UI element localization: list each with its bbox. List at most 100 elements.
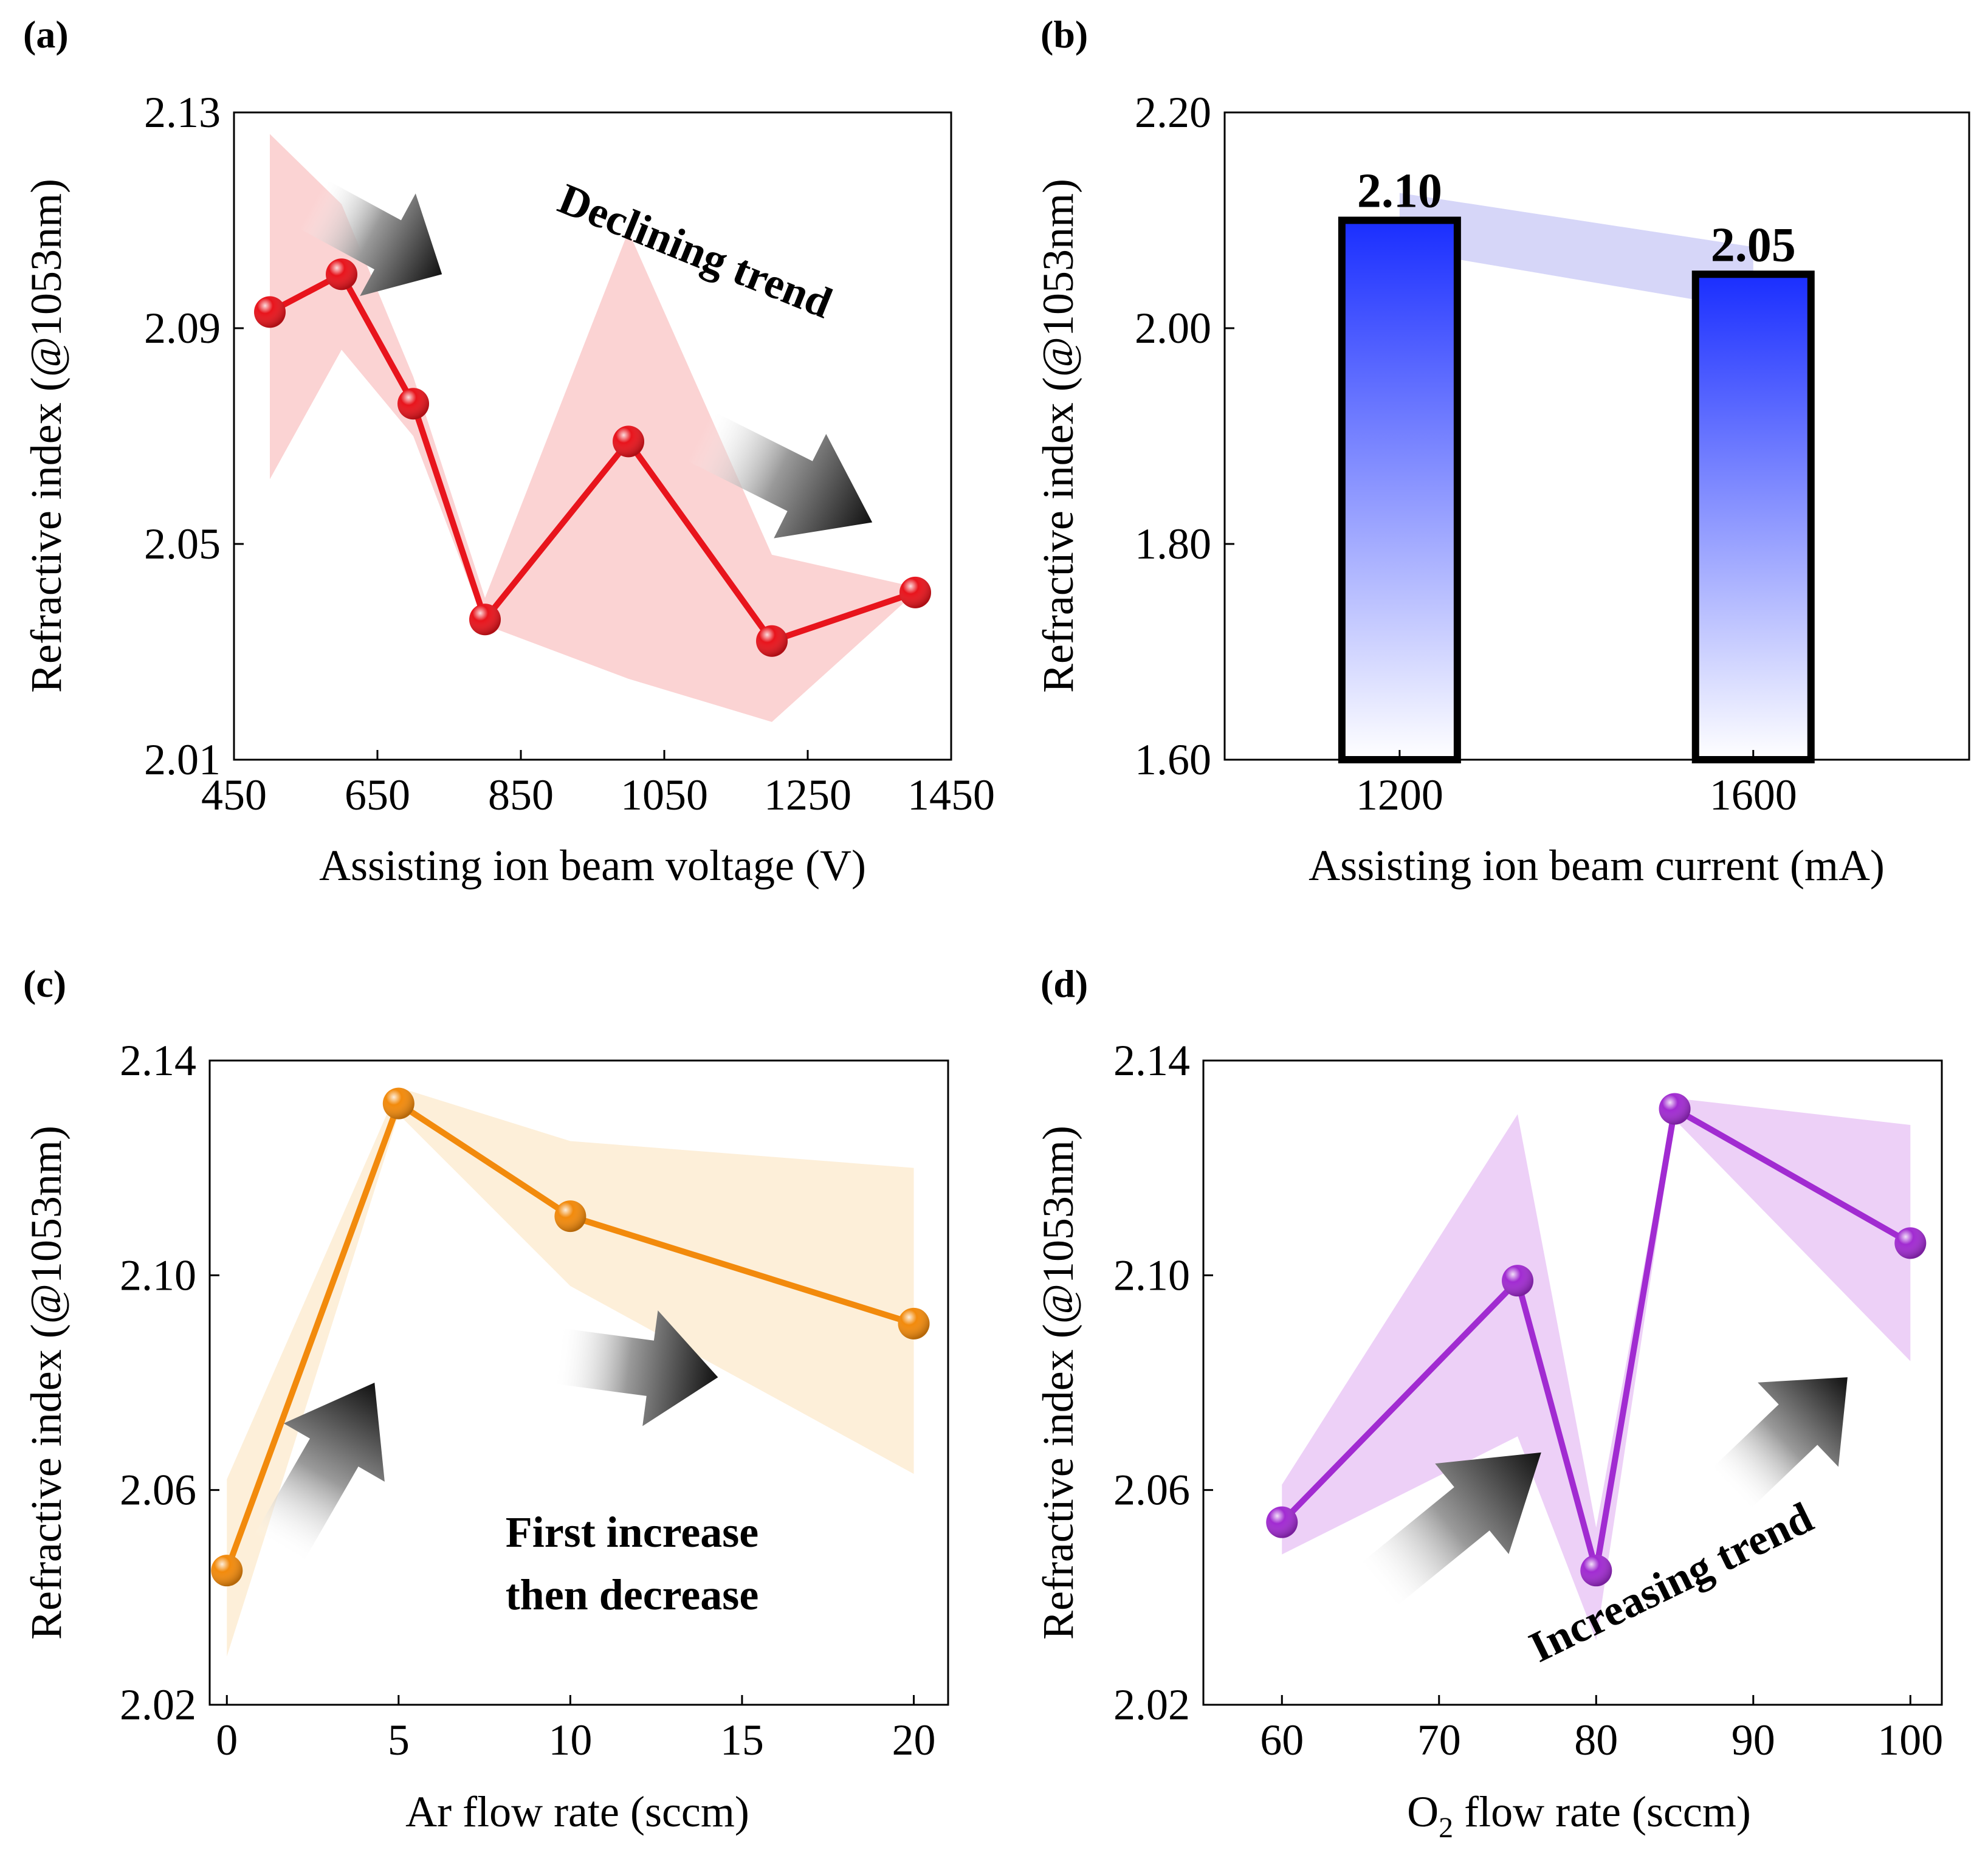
x-tick-label-c: 20: [892, 1716, 935, 1764]
tick-layer-d: 2.02 2.06 2.10 2.14 60 70 80 90 100: [1113, 1036, 1943, 1764]
data-point-a: [326, 258, 357, 291]
x-axis-title-d-rest: flow rate (sccm): [1453, 1787, 1751, 1836]
x-tick-label-a: 1250: [764, 771, 851, 819]
point-layer-c: [211, 1087, 930, 1587]
y-tick-label-d: 2.14: [1113, 1036, 1190, 1085]
data-point-shine: [613, 425, 644, 458]
trend-arrow-c-0: [254, 1382, 385, 1563]
error-band-d: [1282, 1098, 1911, 1640]
plot-frame-b: [1223, 111, 1970, 761]
y-tick-label-d: 2.06: [1113, 1466, 1190, 1515]
data-point-shine: [211, 1555, 243, 1587]
data-point-shine: [554, 1200, 586, 1233]
x-tick-label-c: 10: [548, 1716, 592, 1764]
y-tick-label-b: 1.80: [1135, 520, 1211, 568]
x-tick-label-a: 650: [345, 771, 410, 819]
y-tick-label-a: 2.13: [144, 88, 221, 137]
x-tick-label-d: 100: [1877, 1716, 1943, 1764]
y-tick-label-b: 2.00: [1135, 304, 1211, 353]
arrow-layer-c: [254, 1310, 718, 1563]
annotation-first-increase: First increase: [506, 1508, 759, 1556]
data-point-a: [756, 625, 788, 657]
error-band-c: [227, 1087, 914, 1657]
y-tick-label-a: 2.09: [144, 304, 221, 353]
arrow-layer-d: [1358, 1377, 1848, 1609]
y-tick-label-d: 2.10: [1113, 1251, 1190, 1299]
y-tick-label-a: 2.05: [144, 520, 221, 568]
data-point-d: [1580, 1555, 1612, 1587]
x-tick-label-c: 15: [720, 1716, 764, 1764]
trend-band-b: [1399, 193, 1753, 310]
data-point-c: [554, 1200, 586, 1233]
trend-arrow-d-0: [1358, 1452, 1541, 1609]
panel-label-a: (a): [23, 13, 69, 56]
data-point-shine: [898, 1307, 930, 1340]
data-point-shine: [326, 258, 357, 291]
band-layer-c: [227, 1087, 914, 1657]
data-point-shine: [1580, 1555, 1612, 1587]
bar-1200: [1338, 216, 1461, 763]
annotation-declining-trend: Declining trend: [552, 174, 839, 328]
y-axis-title-a: Refractive index (@1053nm): [22, 179, 71, 693]
band-layer-b: [1399, 193, 1753, 310]
y-tick-label-b: 2.20: [1135, 88, 1211, 137]
series-line-c: [224, 1100, 915, 1572]
x-tick-label-b: 1600: [1710, 771, 1797, 819]
x-axis-title-d-sub: 2: [1439, 1812, 1453, 1844]
data-point-a: [899, 576, 931, 608]
x-tick-label-d: 90: [1732, 1716, 1775, 1764]
data-point-shine: [254, 296, 286, 328]
x-tick-label-c: 0: [216, 1716, 238, 1764]
data-point-a: [397, 388, 429, 420]
x-axis-title-a: Assisting ion beam voltage (V): [319, 841, 866, 890]
y-axis-title-c: Refractive index (@1053nm): [22, 1126, 71, 1640]
trend-arrow-a-0: [299, 179, 442, 297]
x-axis-title-c: Ar flow rate (sccm): [405, 1787, 749, 1836]
x-tick-label-d: 80: [1574, 1716, 1618, 1764]
y-tick-label-b: 1.60: [1135, 735, 1211, 784]
trend-arrow-d-1: [1710, 1377, 1848, 1510]
data-point-c: [211, 1555, 243, 1587]
error-band-a: [270, 134, 915, 722]
data-point-shine: [382, 1087, 414, 1119]
data-point-d: [1266, 1506, 1298, 1538]
data-point-shine: [899, 576, 931, 608]
data-point-shine: [397, 388, 429, 420]
y-axis-title-d: Refractive index (@1053nm): [1034, 1126, 1082, 1640]
y-tick-label-d: 2.02: [1113, 1680, 1190, 1729]
data-point-shine: [1894, 1227, 1927, 1259]
x-tick-label-a: 450: [201, 771, 267, 819]
tick-layer-a: 2.01 2.05 2.09 2.13 450 650 850 1050 1250 1450: [144, 88, 995, 819]
y-tick-label-a: 2.01: [144, 735, 221, 784]
x-axis-title-d-o: O: [1407, 1787, 1439, 1836]
trend-arrow-a-1: [687, 411, 873, 538]
x-axis-title-d: O2 flow rate (sccm): [1407, 1787, 1751, 1844]
data-point-shine: [1502, 1265, 1534, 1297]
data-point-d: [1894, 1227, 1927, 1259]
y-tick-label-c: 2.06: [120, 1466, 196, 1515]
arrow-layer-a: [299, 179, 873, 538]
x-tick-label-b: 1200: [1356, 771, 1443, 819]
y-tick-label-c: 2.02: [120, 1680, 196, 1729]
band-layer-a: [270, 134, 915, 722]
data-point-d: [1502, 1265, 1534, 1297]
panel-label-c: (c): [23, 962, 66, 1005]
panel-label-d: (d): [1040, 962, 1088, 1005]
data-point-a: [613, 425, 644, 458]
bar-data-label-1600: 2.05: [1711, 218, 1796, 272]
y-tick-label-c: 2.14: [120, 1036, 196, 1085]
data-point-c: [382, 1087, 414, 1119]
point-layer-a: [254, 258, 931, 657]
data-point-shine: [1266, 1506, 1298, 1538]
x-tick-label-c: 5: [388, 1716, 410, 1764]
data-point-shine: [756, 625, 788, 657]
x-tick-label-d: 60: [1260, 1716, 1304, 1764]
y-tick-label-c: 2.10: [120, 1251, 196, 1299]
y-axis-title-b: Refractive index (@1053nm): [1034, 179, 1082, 693]
plot-frame-d: [1202, 1059, 1943, 1706]
band-layer-d: [1282, 1098, 1911, 1640]
data-point-shine: [469, 604, 501, 636]
bar-layer-b: 2.10 2.05: [1338, 165, 1815, 763]
